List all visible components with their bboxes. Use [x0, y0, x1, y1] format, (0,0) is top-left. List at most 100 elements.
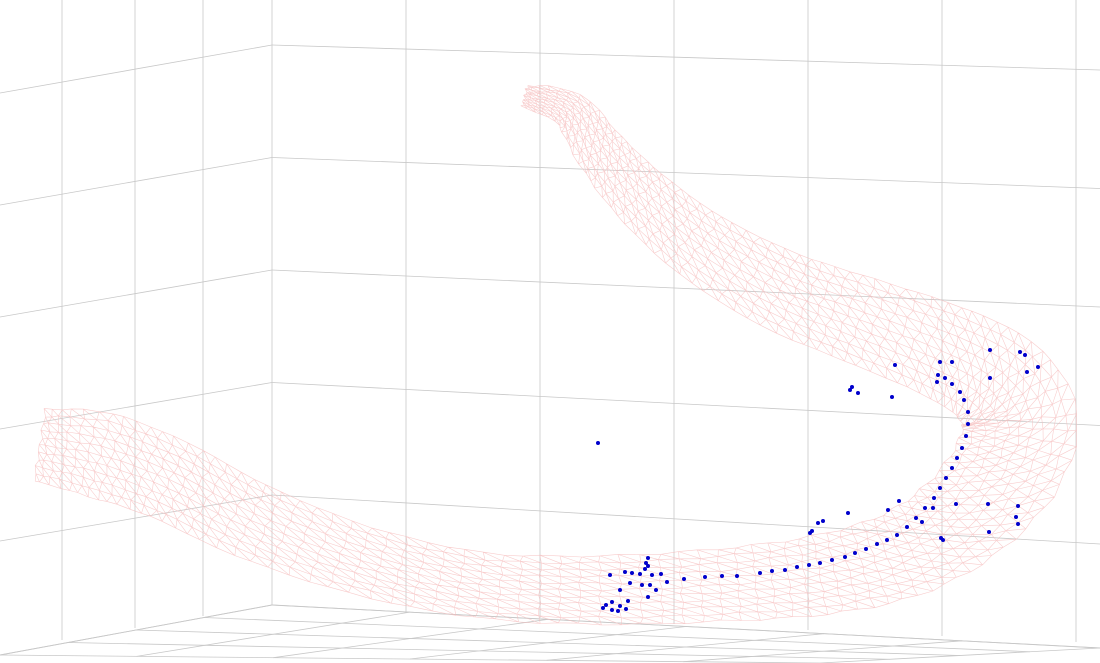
data-point — [875, 542, 879, 546]
data-point — [864, 547, 868, 551]
point-cloud — [596, 348, 1040, 613]
grid-line — [271, 382, 1100, 426]
data-point — [628, 581, 632, 585]
data-point — [964, 434, 968, 438]
grid-line — [819, 647, 1100, 663]
data-point — [1036, 365, 1040, 369]
data-point — [950, 466, 954, 470]
data-point — [914, 516, 918, 520]
data-point — [1016, 522, 1020, 526]
data-point — [950, 360, 954, 364]
data-point — [638, 572, 642, 576]
data-point — [955, 456, 959, 460]
data-point — [960, 446, 964, 450]
data-point — [986, 502, 990, 506]
data-point — [846, 511, 850, 515]
data-point — [848, 388, 852, 392]
data-point — [623, 570, 627, 574]
data-point — [830, 558, 834, 562]
data-point — [938, 486, 942, 490]
data-point — [850, 385, 854, 389]
data-point — [920, 520, 924, 524]
data-point — [950, 382, 954, 386]
data-point — [818, 561, 822, 565]
grid-line — [273, 618, 549, 659]
grid-line — [0, 494, 273, 542]
grid-line — [136, 611, 411, 657]
data-point — [936, 373, 940, 377]
grid-line — [0, 157, 273, 206]
grid-floor — [0, 604, 1100, 663]
data-point — [895, 533, 899, 537]
data-point — [646, 556, 650, 560]
grid-line — [271, 494, 1100, 545]
data-point — [1016, 504, 1020, 508]
data-point — [618, 604, 622, 608]
data-point — [808, 531, 812, 535]
data-point — [665, 580, 669, 584]
data-point — [596, 441, 600, 445]
data-point — [610, 608, 614, 612]
data-point — [735, 574, 739, 578]
grid-line — [546, 633, 825, 661]
data-point — [988, 376, 992, 380]
data-point — [938, 360, 942, 364]
grid-line — [0, 382, 273, 430]
data-point — [610, 600, 614, 604]
data-point — [943, 376, 947, 380]
data-point — [897, 499, 901, 503]
data-point — [935, 380, 939, 384]
data-point — [643, 567, 647, 571]
data-point — [856, 391, 860, 395]
grid-line — [409, 626, 687, 660]
data-point — [1018, 350, 1022, 354]
data-point — [931, 506, 935, 510]
data-point — [770, 569, 774, 573]
data-point — [905, 525, 909, 529]
data-point — [626, 599, 630, 603]
data-point — [604, 603, 608, 607]
data-point — [853, 551, 857, 555]
data-point — [654, 588, 658, 592]
data-point — [966, 422, 970, 426]
data-point — [1014, 515, 1018, 519]
data-point — [821, 519, 825, 523]
data-point — [923, 506, 927, 510]
data-point — [650, 573, 654, 577]
data-point — [1025, 370, 1029, 374]
data-point — [843, 555, 847, 559]
data-point — [601, 606, 605, 610]
data-point — [630, 571, 634, 575]
data-point — [944, 476, 948, 480]
data-point — [886, 508, 890, 512]
data-point — [966, 410, 970, 414]
data-point — [941, 538, 945, 542]
data-point — [987, 530, 991, 534]
data-point — [720, 574, 724, 578]
data-point — [758, 571, 762, 575]
data-point — [958, 390, 962, 394]
grid-line — [271, 269, 1100, 308]
data-point — [648, 583, 652, 587]
grid-line — [271, 157, 1100, 189]
data-point — [624, 607, 628, 611]
data-point — [646, 595, 650, 599]
data-point — [795, 565, 799, 569]
data-point — [616, 609, 620, 613]
grid-back-wall — [271, 0, 1100, 649]
grid-line — [271, 44, 1100, 71]
grid-line — [0, 269, 273, 318]
grid-line — [683, 640, 963, 663]
data-point — [640, 583, 644, 587]
data-point — [885, 538, 889, 542]
data-point — [890, 395, 894, 399]
mesh-wire — [34, 85, 1077, 626]
data-point — [988, 348, 992, 352]
data-point — [618, 588, 622, 592]
grid-line — [0, 604, 273, 656]
data-point — [893, 363, 897, 367]
data-point — [644, 561, 648, 565]
data-point — [1023, 353, 1027, 357]
